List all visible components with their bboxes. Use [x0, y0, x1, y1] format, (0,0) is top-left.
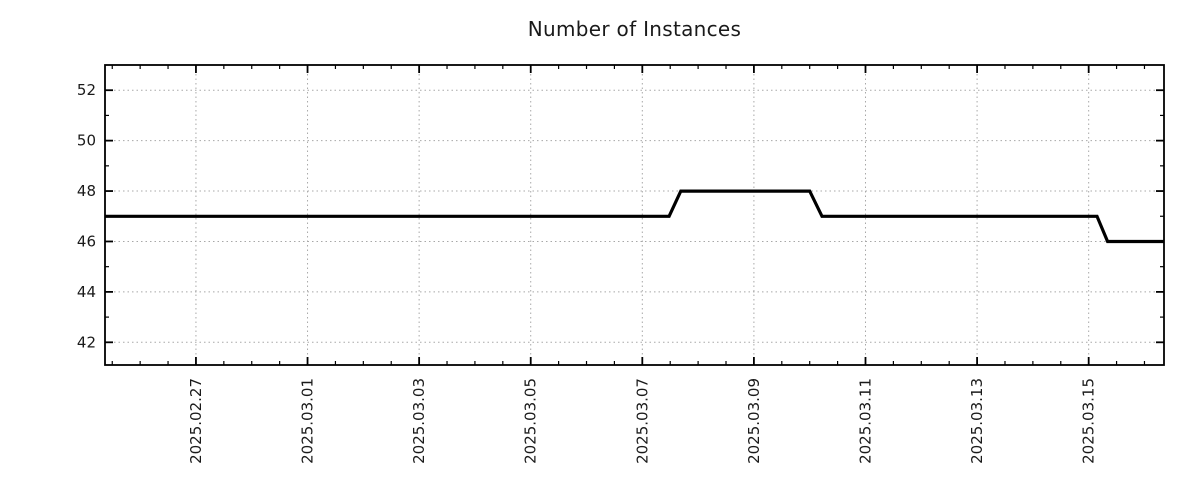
- x-tick-label: 2025.03.03: [410, 378, 428, 464]
- x-tick-label: 2025.03.13: [968, 378, 986, 464]
- x-tick-label: 2025.03.15: [1080, 378, 1098, 464]
- y-tick-label: 44: [77, 283, 96, 301]
- x-tick-label: 2025.03.05: [522, 378, 540, 464]
- x-tick-label: 2025.03.11: [856, 378, 874, 464]
- y-tick-label: 48: [77, 182, 96, 200]
- y-tick-label: 52: [77, 81, 96, 99]
- chart-title: Number of Instances: [527, 17, 742, 41]
- y-tick-label: 46: [77, 232, 96, 250]
- y-tick-label: 50: [77, 132, 96, 150]
- x-tick-label: 2025.03.01: [299, 378, 317, 464]
- x-tick-label: 2025.02.27: [187, 378, 205, 464]
- y-tick-label: 42: [77, 333, 96, 351]
- x-tick-label: 2025.03.07: [633, 378, 651, 464]
- series-line: [105, 189, 1164, 244]
- x-tick-label: 2025.03.09: [745, 378, 763, 464]
